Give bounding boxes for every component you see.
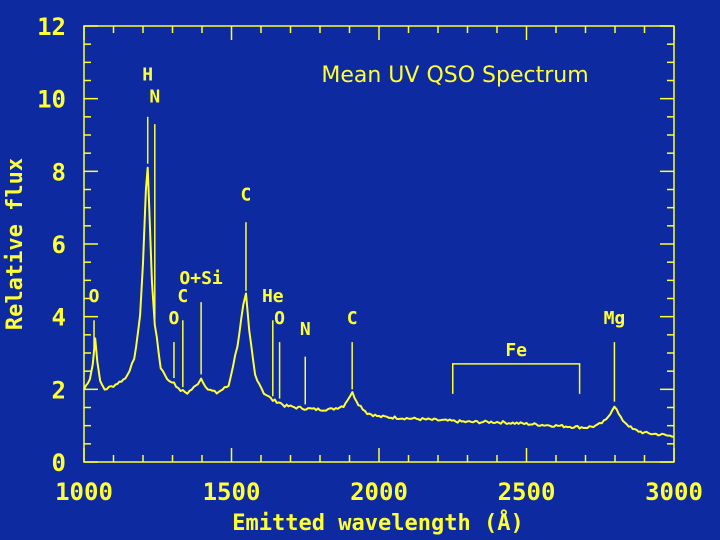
spectrum-series-line (83, 166, 674, 438)
x-axis-label: Emitted wavelength (Å) (232, 510, 523, 536)
fe-bracket-label: Fe (505, 340, 527, 361)
emission-line-label: H (142, 65, 153, 86)
plot-frame (83, 25, 675, 463)
x-tick-label: 3000 (645, 478, 703, 506)
y-axis-label: Relative flux (3, 158, 28, 330)
chart-title: Mean UV QSO Spectrum (321, 63, 588, 88)
y-tick-label: 12 (37, 13, 66, 41)
emission-line-label: N (149, 86, 160, 107)
axis-ticks (83, 25, 675, 463)
emission-line-label: C (241, 184, 252, 205)
emission-line-label: Mg (604, 308, 626, 329)
x-tick-label: 1500 (203, 478, 261, 506)
y-tick-label: 10 (37, 86, 66, 114)
emission-line-label: O (274, 308, 285, 329)
fe-bracket (452, 363, 581, 394)
y-tick-label: 2 (52, 376, 66, 404)
emission-line-label: C (177, 286, 188, 307)
x-tick-label: 1000 (55, 478, 113, 506)
y-tick-label: 4 (52, 304, 66, 332)
x-tick-label: 2500 (498, 478, 556, 506)
emission-line-label: N (300, 319, 311, 340)
emission-line-label: C (347, 308, 358, 329)
y-tick-label: 0 (52, 449, 66, 477)
x-tick-label: 2000 (350, 478, 408, 506)
emission-line-label: O+Si (179, 268, 223, 289)
y-tick-label: 8 (52, 158, 66, 186)
emission-line-label: O (169, 308, 180, 329)
y-tick-label: 6 (52, 231, 66, 259)
emission-line-label: He (262, 286, 284, 307)
tick-labels: 1000 1500 2000 2500 3000 0 2 4 6 8 10 12 (37, 13, 703, 506)
emission-line-label: O (89, 286, 100, 307)
